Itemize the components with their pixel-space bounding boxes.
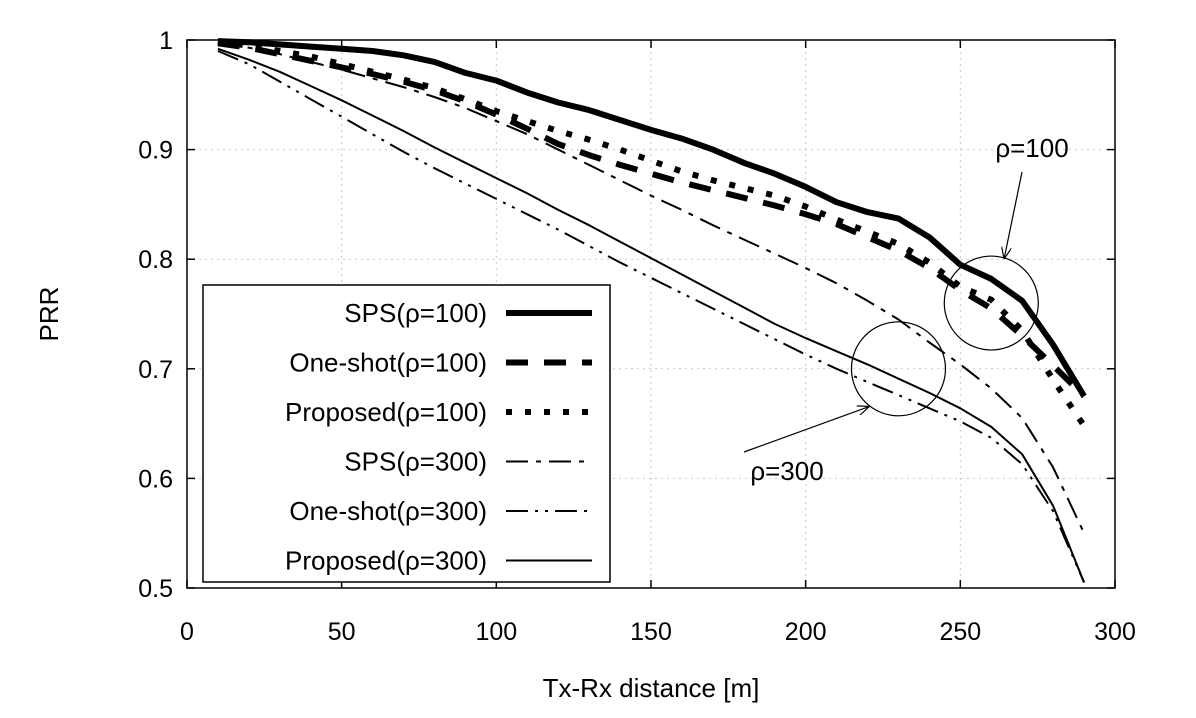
x-tick-label: 50 xyxy=(328,618,356,646)
y-tick-label: 0.9 xyxy=(138,137,173,165)
y-tick-label: 0.8 xyxy=(138,246,173,274)
y-tick-label: 0.5 xyxy=(138,575,173,603)
annotations: ρ=100 ρ=300 xyxy=(743,133,1069,486)
x-tick-label: 250 xyxy=(939,618,981,646)
annotation-arrow-rho100 xyxy=(1004,171,1023,258)
annotation-arrow-rho300 xyxy=(743,407,868,453)
x-tick-label: 200 xyxy=(785,618,827,646)
axis-ticks: 0 50 100 150 200 250 300 0.5 0.6 0.7 0.8 0.9 1 xyxy=(138,27,1136,646)
series-line-1 xyxy=(217,38,1087,398)
annotation-circle-rho300 xyxy=(850,321,947,417)
y-tick-label: 0.6 xyxy=(138,465,173,493)
annotation-circle-rho100 xyxy=(943,255,1039,351)
legend-label-1: SPS(ρ=100) xyxy=(344,298,487,328)
y-axis-label: PRR xyxy=(34,287,64,342)
series-line-3 xyxy=(217,39,1087,428)
annotation-label-rho300: ρ=300 xyxy=(750,456,823,486)
legend-label-2: One-shot(ρ=100) xyxy=(289,348,487,378)
x-tick-label: 100 xyxy=(475,618,517,646)
legend: SPS(ρ=100) One-shot(ρ=100) Proposed(ρ=100)… xyxy=(202,284,611,583)
y-tick-label: 1 xyxy=(159,27,173,55)
x-axis-label: Tx-Rx distance [m] xyxy=(543,673,760,703)
series-line-5 xyxy=(217,50,1086,583)
annotation-label-rho100: ρ=100 xyxy=(995,133,1068,163)
x-tick-label: 150 xyxy=(630,618,672,646)
y-tick-label: 0.7 xyxy=(138,356,173,384)
series-line-4 xyxy=(217,42,1086,534)
x-tick-label: 0 xyxy=(180,618,194,646)
legend-label-4: SPS(ρ=300) xyxy=(344,447,487,477)
legend-label-6: Proposed(ρ=300) xyxy=(285,546,487,576)
series-line-6 xyxy=(217,47,1086,583)
series-lines xyxy=(217,38,1087,583)
x-tick-label: 300 xyxy=(1094,618,1136,646)
legend-label-3: Proposed(ρ=100) xyxy=(285,397,487,427)
legend-label-5: One-shot(ρ=300) xyxy=(289,496,487,526)
legend-box xyxy=(202,284,611,583)
series-line-2 xyxy=(217,40,1087,399)
